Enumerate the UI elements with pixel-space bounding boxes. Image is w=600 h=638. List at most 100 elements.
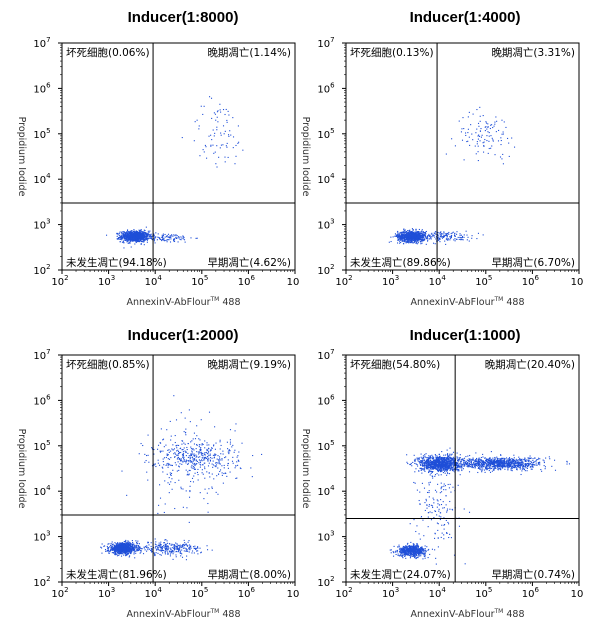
data-point xyxy=(191,464,193,466)
data-point xyxy=(441,236,443,238)
data-points xyxy=(389,447,571,565)
data-point xyxy=(470,124,472,126)
quadrant-label-viable: 未发生凋亡(89.86%) xyxy=(350,256,451,269)
data-point xyxy=(425,550,427,552)
data-point xyxy=(446,467,448,469)
data-point xyxy=(398,240,401,242)
data-point xyxy=(404,554,406,556)
data-point xyxy=(405,240,407,242)
data-point xyxy=(397,236,399,238)
data-point xyxy=(161,466,163,468)
data-point xyxy=(177,548,179,550)
data-point xyxy=(461,128,463,130)
data-point xyxy=(148,231,150,233)
data-point xyxy=(136,232,138,234)
data-point xyxy=(211,473,213,475)
data-point xyxy=(408,234,410,236)
data-point xyxy=(219,470,221,473)
data-point xyxy=(166,542,169,544)
data-point xyxy=(165,545,167,547)
data-point xyxy=(110,542,112,545)
data-point xyxy=(115,543,117,545)
data-point xyxy=(120,550,122,552)
data-point xyxy=(124,542,126,544)
data-point xyxy=(427,239,429,241)
data-point xyxy=(227,134,230,136)
data-point xyxy=(179,238,181,240)
data-point xyxy=(167,545,169,547)
data-point xyxy=(410,550,412,552)
data-point xyxy=(438,239,440,241)
data-point xyxy=(101,543,103,545)
data-point xyxy=(411,549,413,551)
data-point xyxy=(414,238,416,240)
data-point xyxy=(414,548,417,550)
data-point xyxy=(199,492,201,494)
data-point xyxy=(164,543,166,545)
data-point xyxy=(180,458,183,460)
data-point xyxy=(406,239,408,241)
data-point xyxy=(127,543,129,546)
data-point xyxy=(422,238,424,241)
data-point xyxy=(166,463,168,465)
data-point xyxy=(125,232,127,234)
data-point xyxy=(168,239,170,241)
data-point xyxy=(182,453,185,455)
data-point xyxy=(398,548,400,550)
data-point xyxy=(136,232,138,235)
data-point xyxy=(508,142,510,144)
data-point xyxy=(112,547,114,549)
data-point xyxy=(413,231,415,233)
data-point xyxy=(407,240,409,242)
data-point xyxy=(131,230,133,232)
data-point xyxy=(130,546,132,548)
data-point xyxy=(128,231,130,233)
data-point xyxy=(454,233,456,235)
data-point xyxy=(153,463,155,465)
data-point xyxy=(422,238,424,240)
data-point xyxy=(160,238,162,241)
data-point xyxy=(171,547,173,549)
data-point xyxy=(154,555,156,557)
data-point xyxy=(409,229,411,231)
data-point xyxy=(165,464,167,466)
data-point xyxy=(199,449,201,451)
x-tick-label: 102 xyxy=(335,274,352,288)
data-point xyxy=(402,550,404,552)
data-point xyxy=(479,120,481,122)
data-point xyxy=(237,142,239,144)
data-point xyxy=(182,449,184,451)
data-point xyxy=(407,235,409,237)
data-point xyxy=(143,238,145,240)
data-point xyxy=(100,546,102,548)
data-point xyxy=(183,456,185,458)
data-point xyxy=(139,234,141,236)
data-point xyxy=(423,467,425,469)
data-point xyxy=(396,237,399,239)
data-point xyxy=(399,550,401,552)
data-point xyxy=(167,482,169,484)
data-point xyxy=(223,472,225,475)
data-point xyxy=(476,238,478,240)
data-point xyxy=(471,237,473,239)
data-point xyxy=(164,547,166,549)
data-point xyxy=(141,239,143,241)
data-point xyxy=(403,551,405,553)
data-point xyxy=(114,552,116,554)
data-point xyxy=(160,450,162,452)
data-point xyxy=(107,543,109,545)
data-point xyxy=(194,472,196,474)
data-point xyxy=(202,149,204,151)
x-tick-label: 10 xyxy=(287,589,300,600)
data-point xyxy=(420,552,422,554)
data-point xyxy=(156,549,158,551)
data-point xyxy=(179,546,181,548)
data-point xyxy=(487,131,489,133)
data-point xyxy=(417,238,420,241)
data-point xyxy=(433,232,435,234)
data-point xyxy=(145,238,147,240)
data-point xyxy=(439,236,441,238)
data-point xyxy=(445,238,447,240)
data-point xyxy=(453,239,455,241)
data-point xyxy=(137,234,139,236)
